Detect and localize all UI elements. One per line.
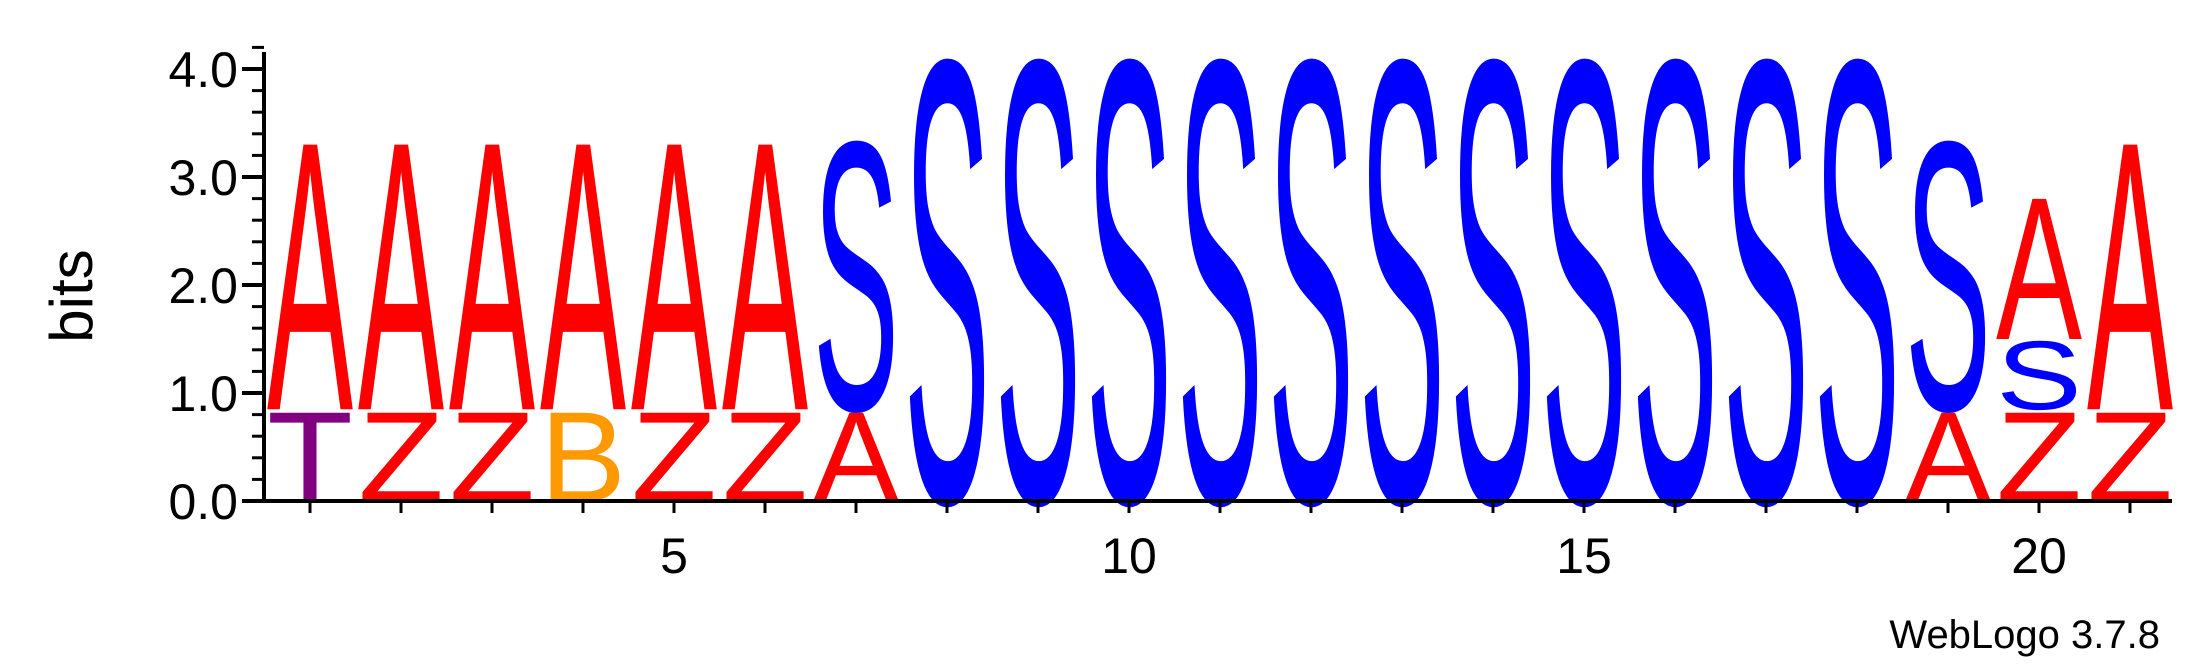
logo-stack: ZA — [358, 61, 445, 529]
y-tick-label: 2.0 — [168, 258, 238, 314]
residue-glyph-a: A — [358, 61, 445, 491]
logo-stack: TA — [267, 61, 354, 529]
y-tick-label: 0.0 — [168, 474, 238, 530]
logo-stack: S — [904, 0, 990, 635]
y-tick-label: 4.0 — [168, 42, 238, 98]
logo-stack: ZA — [631, 61, 718, 529]
x-tick-label: 20 — [2011, 528, 2067, 584]
logo-stack: S — [995, 0, 1081, 635]
logo-stack: S — [1177, 0, 1263, 635]
residue-glyph-a: A — [2087, 61, 2174, 491]
y-axis-ticks: 0.0 1.0 2.0 3.0 4.0 — [168, 42, 264, 530]
logo-stack: S — [1723, 0, 1809, 635]
residue-glyph-s: S — [1905, 61, 1991, 491]
x-axis-ticks: 5 10 15 20 — [308, 501, 2132, 584]
y-axis-label: bits — [38, 249, 105, 342]
residue-glyph-s: S — [1450, 0, 1536, 635]
residue-glyph-a: A — [1996, 156, 2082, 383]
logo-stack: ZA — [449, 61, 536, 529]
residue-glyph-s: S — [1632, 0, 1718, 635]
residue-glyph-s: S — [813, 61, 899, 491]
residue-glyph-s: S — [1814, 0, 1900, 635]
x-tick-label: 10 — [1101, 528, 1157, 584]
residue-glyph-s: S — [1359, 0, 1445, 635]
residue-glyph-a: A — [722, 61, 809, 491]
residue-glyph-s: S — [1996, 321, 2082, 431]
logo-stack: S — [1268, 0, 1354, 635]
residue-glyph-a: A — [540, 61, 627, 491]
residue-glyph-s: S — [904, 0, 990, 635]
logo-stack: AS — [1905, 61, 1991, 529]
logo-stack: ZSA — [1996, 156, 2082, 528]
logo-stack: S — [1541, 0, 1627, 635]
logo-stack: S — [1086, 0, 1172, 635]
y-tick-label: 1.0 — [168, 366, 238, 422]
residue-glyph-s: S — [1268, 0, 1354, 635]
logo-stack: BA — [540, 61, 627, 529]
logo-stack: ZA — [2087, 61, 2174, 529]
axes: 0.0 1.0 2.0 3.0 4.0 5 10 15 20 — [168, 42, 2172, 584]
logo-stack: S — [1450, 0, 1536, 635]
residue-glyph-s: S — [1541, 0, 1627, 635]
residue-glyph-s: S — [1723, 0, 1809, 635]
logo-stack: S — [1632, 0, 1718, 635]
residue-glyph-s: S — [1086, 0, 1172, 635]
x-tick-label: 5 — [660, 528, 688, 584]
x-tick-label: 15 — [1556, 528, 1612, 584]
residue-glyph-a: A — [449, 61, 536, 491]
residue-glyph-a: A — [267, 61, 354, 491]
logo-stack: ZA — [722, 61, 809, 529]
residue-glyph-s: S — [1177, 0, 1263, 635]
logo-stack: S — [1359, 0, 1445, 635]
residue-glyph-a: A — [631, 61, 718, 491]
logo-stack: AS — [813, 61, 899, 529]
y-tick-label: 3.0 — [168, 150, 238, 206]
residue-glyph-s: S — [995, 0, 1081, 635]
logo-stack: S — [1814, 0, 1900, 635]
weblogo-version-footer: WebLogo 3.7.8 — [1889, 613, 2160, 657]
